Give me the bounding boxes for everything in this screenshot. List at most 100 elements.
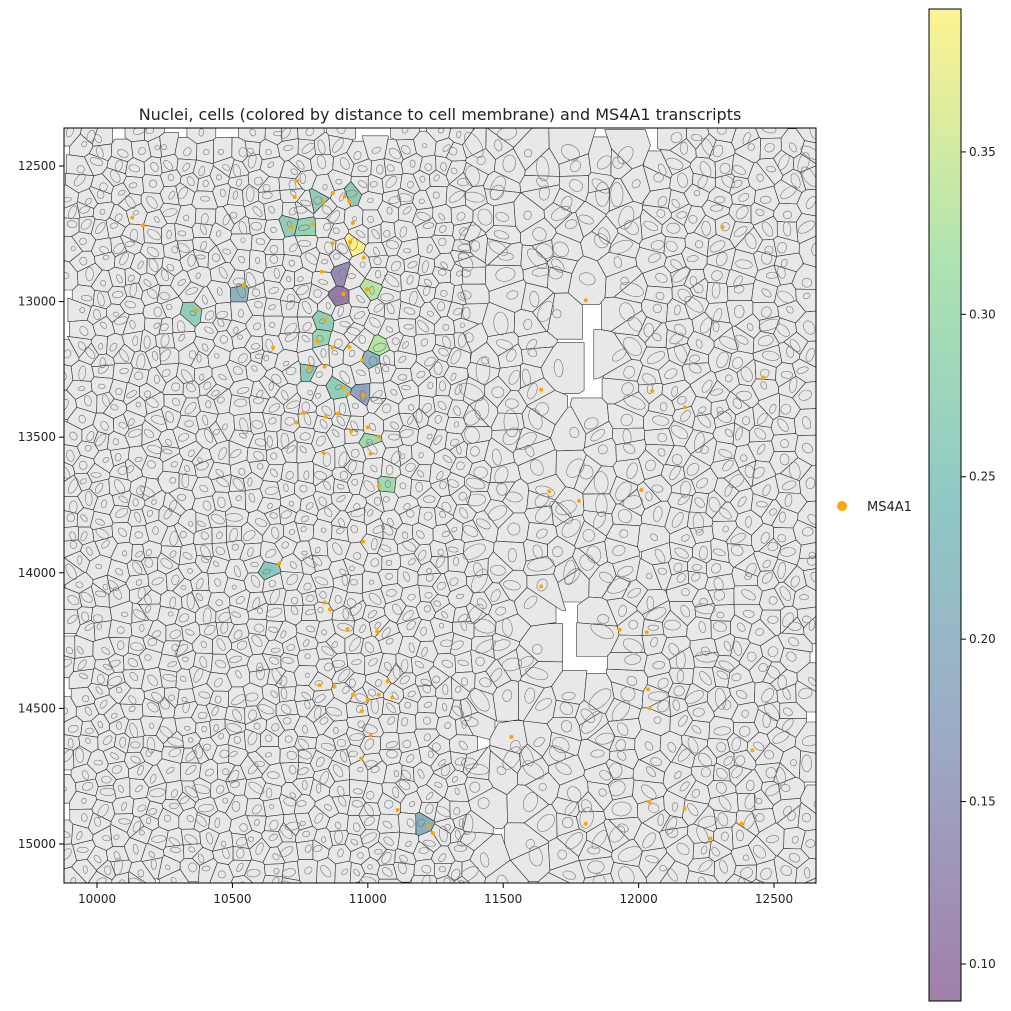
cell bbox=[593, 329, 633, 380]
transcript-point bbox=[277, 561, 282, 566]
transcript-point bbox=[341, 291, 346, 296]
x-tick-label: 11000 bbox=[349, 892, 387, 906]
cell bbox=[196, 139, 215, 165]
y-tick-label: 12500 bbox=[18, 159, 56, 173]
cell bbox=[281, 860, 301, 881]
cell bbox=[64, 608, 81, 635]
cell bbox=[64, 715, 83, 738]
transcript-point bbox=[330, 241, 335, 246]
cell bbox=[433, 221, 455, 237]
cell bbox=[245, 798, 267, 817]
transcript-point bbox=[359, 709, 364, 714]
transcript-point bbox=[317, 683, 322, 688]
cell bbox=[280, 300, 300, 318]
transcript-point bbox=[241, 283, 246, 288]
transcript-point bbox=[359, 756, 364, 761]
colorbar-tick-label: 0.15 bbox=[969, 795, 996, 809]
transcript-point bbox=[315, 339, 320, 344]
y-tick-label: 13000 bbox=[18, 295, 56, 309]
transcript-point bbox=[639, 488, 644, 493]
transcript-point bbox=[350, 220, 355, 225]
cell bbox=[773, 202, 803, 223]
y-axis: 12500 13000 13500 14000 14500 15000 bbox=[18, 159, 64, 851]
cell bbox=[798, 750, 816, 783]
transcript-point bbox=[332, 684, 337, 689]
transcript-point bbox=[509, 734, 514, 739]
cell bbox=[211, 526, 227, 544]
x-tick-label: 10000 bbox=[78, 892, 116, 906]
transcript-point bbox=[130, 215, 135, 220]
y-tick-label: 14000 bbox=[18, 566, 56, 580]
transcript-point bbox=[720, 224, 725, 229]
transcript-point bbox=[346, 391, 351, 396]
transcript-point bbox=[295, 178, 300, 183]
cell bbox=[64, 525, 79, 542]
cell bbox=[165, 827, 184, 848]
x-tick-label: 12000 bbox=[620, 892, 658, 906]
cell bbox=[143, 224, 162, 245]
transcript-point bbox=[682, 806, 687, 811]
cell bbox=[334, 860, 352, 883]
cell bbox=[91, 364, 115, 379]
transcript-point bbox=[361, 255, 366, 260]
transcript-point bbox=[647, 799, 652, 804]
legend-label-ms4a1: MS4A1 bbox=[867, 500, 912, 515]
cell bbox=[345, 701, 370, 719]
cell bbox=[415, 711, 439, 730]
cell bbox=[394, 473, 412, 498]
transcript-point bbox=[330, 345, 335, 350]
cell bbox=[396, 712, 417, 734]
transcript-point bbox=[644, 630, 649, 635]
transcript-point bbox=[376, 434, 381, 439]
transcript-point bbox=[319, 269, 324, 274]
transcript-point bbox=[708, 836, 713, 841]
colored-cell bbox=[229, 284, 250, 303]
chart-title: Nuclei, cells (colored by distance to ce… bbox=[139, 105, 742, 124]
cell bbox=[180, 828, 201, 846]
transcript-point bbox=[539, 387, 544, 392]
transcript-point bbox=[583, 821, 588, 826]
cell bbox=[692, 841, 712, 860]
transcript-point bbox=[347, 345, 352, 350]
cell bbox=[770, 415, 797, 436]
cell bbox=[733, 585, 763, 605]
transcript-point bbox=[368, 733, 373, 738]
transcript-point bbox=[739, 821, 744, 826]
cell bbox=[265, 604, 286, 623]
cell bbox=[64, 635, 76, 660]
transcript-point bbox=[342, 385, 347, 390]
transcript-point bbox=[376, 483, 381, 488]
transcript-point bbox=[347, 199, 352, 204]
cell bbox=[417, 695, 438, 714]
transcript-point bbox=[539, 584, 544, 589]
cell bbox=[296, 648, 320, 667]
cell bbox=[417, 255, 436, 277]
transcript-point bbox=[323, 318, 328, 323]
transcript-point bbox=[345, 627, 350, 632]
transcript-point bbox=[375, 629, 380, 634]
transcript-point bbox=[321, 450, 326, 455]
transcript-point bbox=[577, 498, 582, 503]
x-tick-label: 10500 bbox=[213, 892, 251, 906]
transcript-point bbox=[365, 697, 370, 702]
cell bbox=[191, 222, 214, 239]
transcript-point bbox=[647, 706, 652, 711]
transcript-point bbox=[365, 287, 370, 292]
transcript-point bbox=[547, 489, 552, 494]
colorbar bbox=[929, 9, 961, 1001]
cell bbox=[168, 487, 196, 512]
cell bbox=[297, 461, 315, 485]
transcript-point bbox=[348, 240, 353, 245]
transcript-point bbox=[349, 429, 354, 434]
transcript-point bbox=[395, 808, 400, 813]
transcript-point bbox=[583, 298, 588, 303]
transcript-point bbox=[365, 425, 370, 430]
nucleus bbox=[384, 883, 391, 889]
colorbar-tick-label: 0.35 bbox=[969, 145, 996, 159]
transcript-point bbox=[617, 627, 622, 632]
cell bbox=[376, 813, 400, 834]
transcript-point bbox=[289, 225, 294, 230]
transcript-point bbox=[361, 393, 366, 398]
transcript-point bbox=[390, 695, 395, 700]
